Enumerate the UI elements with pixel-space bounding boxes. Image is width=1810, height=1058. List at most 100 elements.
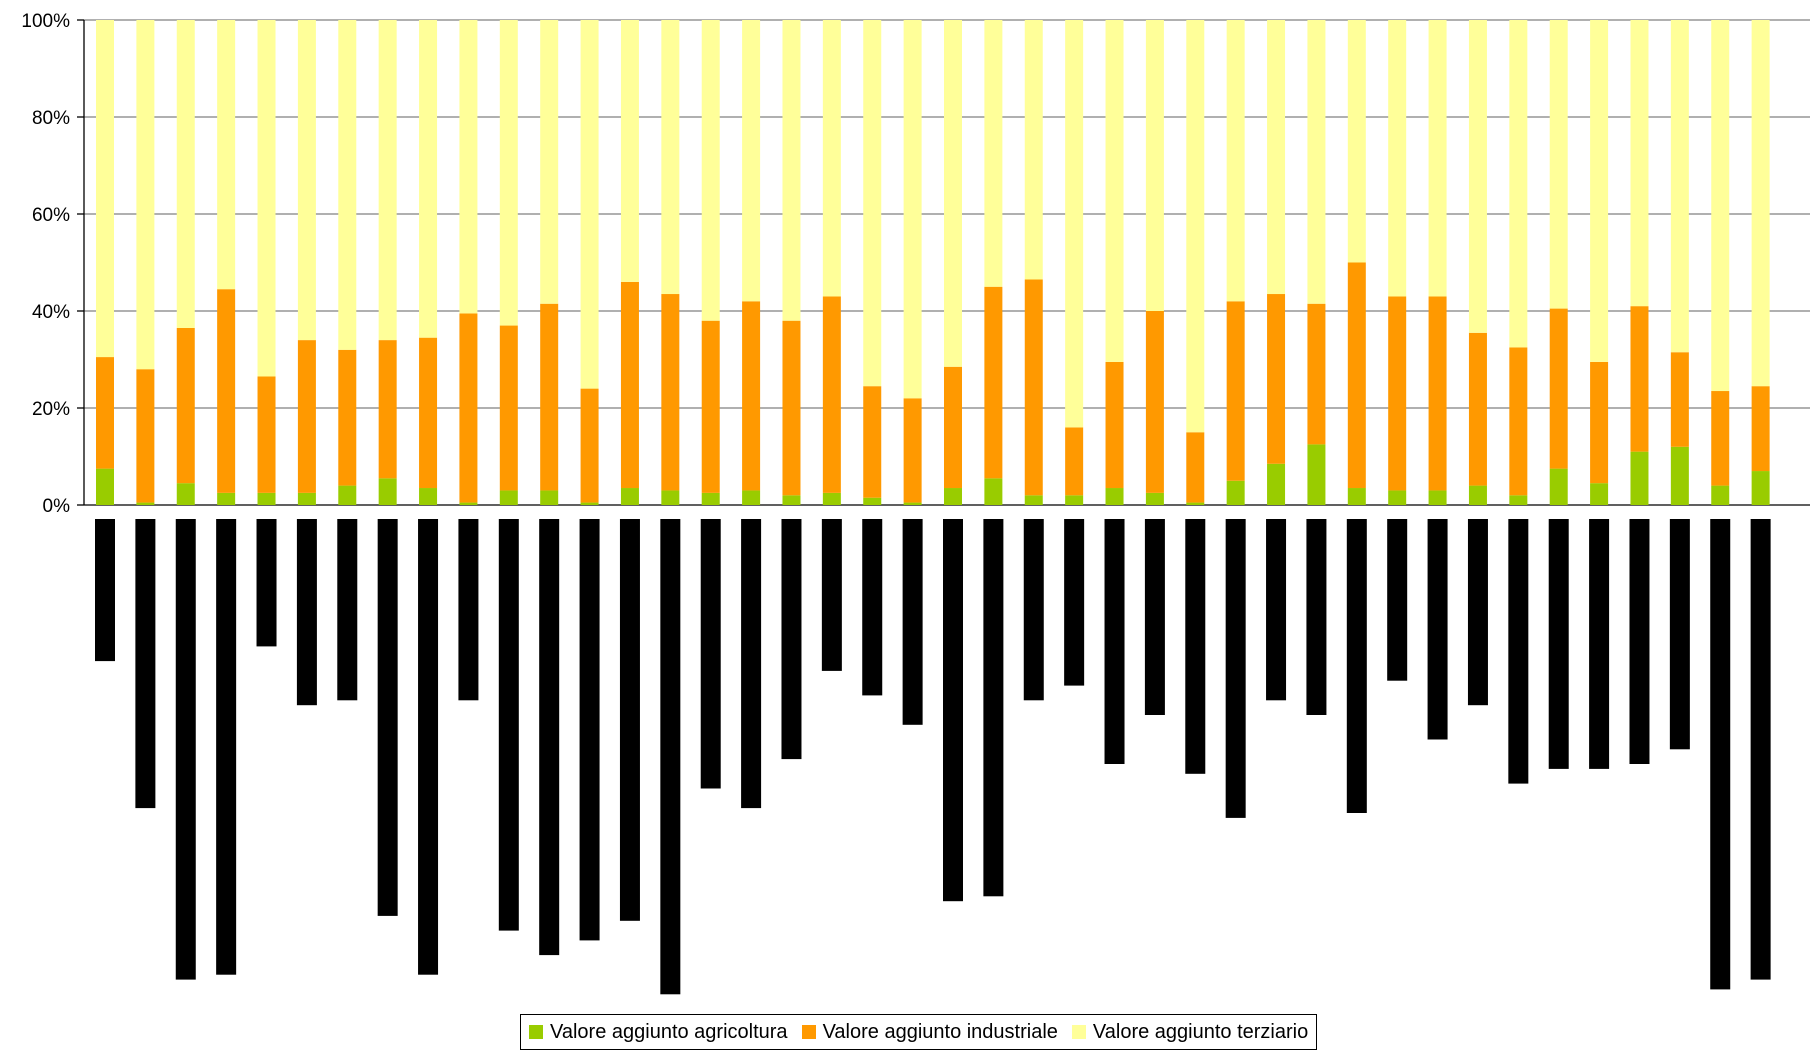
bar-seg-terziario-7 <box>338 20 357 350</box>
bar-seg-terziario-8 <box>378 20 397 341</box>
bar-seg-terziario-6 <box>297 20 316 341</box>
y-tick-label-80: 80% <box>32 108 70 129</box>
bar-seg-terziario-40 <box>1670 20 1689 353</box>
bar-seg-agricoltura-33 <box>1388 490 1407 505</box>
bar-seg-industriale-32 <box>1347 262 1366 489</box>
bar-seg-industriale-25 <box>1065 427 1084 496</box>
lower-bar-14 <box>619 519 640 921</box>
lower-bar-26 <box>1104 519 1125 764</box>
bar-seg-industriale-36 <box>1509 347 1528 496</box>
bar-seg-terziario-14 <box>620 20 639 282</box>
bar-seg-terziario-20 <box>863 20 882 387</box>
lower-bar-32 <box>1346 519 1367 813</box>
bar-seg-agricoltura-40 <box>1670 446 1689 505</box>
lower-bar-4 <box>216 519 237 975</box>
bar-seg-industriale-4 <box>217 289 236 493</box>
lower-bar-39 <box>1629 519 1650 764</box>
bar-seg-agricoltura-28 <box>1186 502 1205 505</box>
lower-bar-37 <box>1548 519 1569 769</box>
bar-seg-terziario-28 <box>1186 20 1205 433</box>
lower-bar-2 <box>135 519 156 809</box>
y-tick-label-0: 0% <box>43 496 71 517</box>
bar-seg-agricoltura-20 <box>863 497 882 505</box>
y-tick-label-60: 60% <box>32 205 70 226</box>
bar-seg-terziario-21 <box>903 20 922 399</box>
lower-bar-19 <box>821 519 842 671</box>
bar-seg-agricoltura-34 <box>1428 490 1447 505</box>
lower-bar-11 <box>498 519 519 931</box>
bar-seg-agricoltura-21 <box>903 502 922 505</box>
lower-bar-22 <box>943 519 963 902</box>
lower-bar-13 <box>579 519 600 941</box>
lower-bar-21 <box>902 519 923 725</box>
bar-seg-agricoltura-19 <box>822 492 841 505</box>
bar-seg-industriale-8 <box>378 340 397 479</box>
lower-bar-33 <box>1387 519 1408 681</box>
bar-seg-industriale-28 <box>1186 432 1205 503</box>
lower-bar-36 <box>1508 519 1529 784</box>
bar-seg-terziario-39 <box>1630 20 1649 307</box>
lower-bar-29 <box>1225 519 1246 818</box>
y-tick-label-20: 20% <box>32 399 70 420</box>
bar-seg-terziario-37 <box>1549 20 1568 309</box>
bar-seg-industriale-19 <box>822 296 841 493</box>
bar-seg-industriale-20 <box>863 386 882 498</box>
bar-seg-industriale-9 <box>419 337 438 489</box>
legend-label-terziario: Valore aggiunto terziario <box>1092 1020 1309 1043</box>
bar-seg-agricoltura-13 <box>580 502 599 505</box>
lower-bar-3 <box>175 519 196 980</box>
bar-seg-terziario-24 <box>1024 20 1043 280</box>
legend-label-agricoltura: Valore aggiunto agricoltura <box>550 1020 788 1043</box>
bar-seg-terziario-16 <box>701 20 720 321</box>
lower-bar-7 <box>337 519 358 701</box>
lower-bar-35 <box>1467 519 1488 706</box>
bar-seg-terziario-41 <box>1711 20 1730 392</box>
bar-seg-terziario-38 <box>1590 20 1609 362</box>
y-tick-label-40: 40% <box>32 302 70 323</box>
legend-swatch-industriale <box>801 1025 816 1039</box>
bar-seg-industriale-12 <box>540 303 559 491</box>
bar-seg-terziario-11 <box>499 20 518 326</box>
bar-seg-terziario-27 <box>1145 20 1164 311</box>
bar-seg-terziario-13 <box>580 20 599 389</box>
bar-seg-terziario-42 <box>1751 20 1770 387</box>
bar-seg-agricoltura-10 <box>459 502 478 505</box>
bar-seg-agricoltura-18 <box>782 495 801 505</box>
bar-seg-terziario-12 <box>540 20 559 304</box>
bar-seg-industriale-42 <box>1751 386 1770 472</box>
bar-seg-terziario-25 <box>1065 20 1084 428</box>
bar-seg-industriale-14 <box>620 281 639 489</box>
bar-seg-terziario-4 <box>217 20 236 290</box>
bar-seg-terziario-35 <box>1468 20 1487 333</box>
bar-seg-industriale-17 <box>742 301 761 491</box>
bar-seg-industriale-13 <box>580 388 599 503</box>
bar-seg-industriale-26 <box>1105 361 1124 489</box>
bar-seg-terziario-30 <box>1267 20 1286 295</box>
bar-seg-agricoltura-6 <box>297 492 316 505</box>
lower-bar-20 <box>862 519 883 696</box>
lower-bar-40 <box>1669 519 1690 750</box>
lower-bar-12 <box>539 519 560 956</box>
bar-seg-terziario-34 <box>1428 20 1447 297</box>
bar-seg-agricoltura-32 <box>1347 488 1366 505</box>
lower-bar-41 <box>1710 519 1731 990</box>
bar-seg-industriale-18 <box>782 320 801 496</box>
bar-seg-industriale-22 <box>944 366 962 489</box>
bar-seg-agricoltura-41 <box>1711 485 1730 505</box>
lower-bar-42 <box>1750 519 1771 980</box>
bar-seg-industriale-11 <box>499 325 518 491</box>
legend-swatch-terziario <box>1071 1025 1086 1039</box>
bar-seg-industriale-5 <box>257 376 276 493</box>
bar-seg-terziario-33 <box>1388 20 1407 297</box>
legend-swatch-agricoltura <box>529 1025 543 1039</box>
bar-seg-industriale-10 <box>459 313 478 503</box>
lower-bar-16 <box>700 519 721 789</box>
lower-bar-5 <box>256 519 277 647</box>
bar-seg-agricoltura-12 <box>540 490 559 505</box>
bar-seg-agricoltura-2 <box>136 502 155 505</box>
lower-bar-18 <box>781 519 802 760</box>
bar-seg-agricoltura-29 <box>1226 480 1245 505</box>
lower-bar-9 <box>418 519 439 975</box>
legend: Valore aggiunto agricoltura Valore aggiu… <box>520 1014 1318 1050</box>
lower-bar-34 <box>1427 519 1448 740</box>
